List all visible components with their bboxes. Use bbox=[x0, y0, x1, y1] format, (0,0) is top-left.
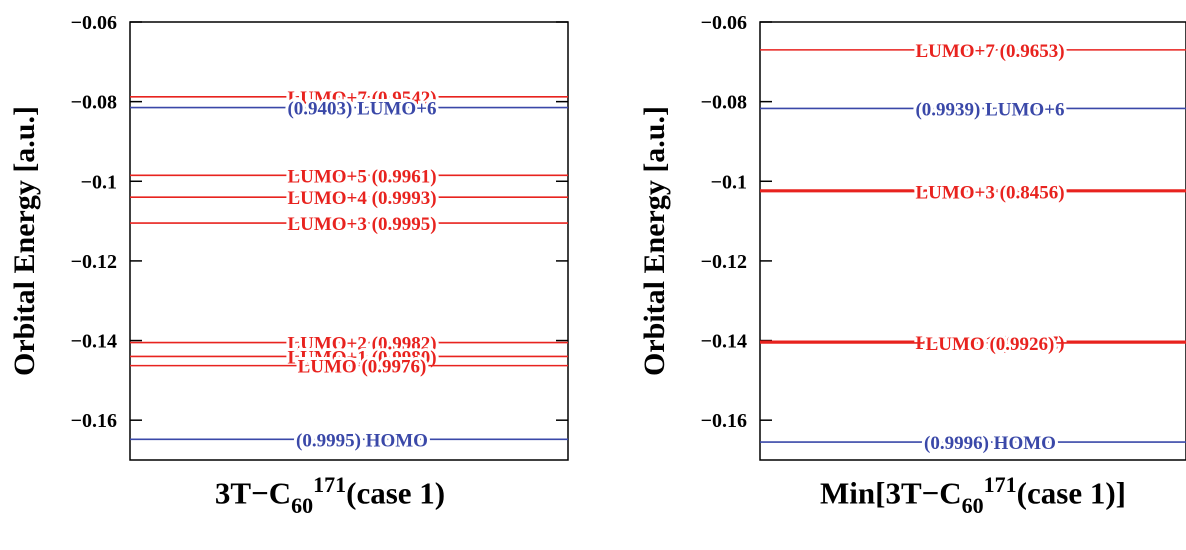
right-y-tick-label: −0.12 bbox=[701, 251, 747, 273]
caption-right: Min[3T−C60171(case 1)] bbox=[820, 472, 1126, 518]
right-level-label: LUMO+7 (0.9653) bbox=[915, 41, 1064, 62]
right-y-axis-title: Orbital Energy [a.u.] bbox=[638, 106, 671, 376]
left-level-label: LUMO+4 (0.9993) bbox=[287, 188, 436, 209]
left-level-label: (0.9995) HOMO bbox=[296, 430, 428, 451]
caption-right-prefix: Min[3T−C bbox=[820, 475, 962, 511]
right-level-8: (0.9996) HOMO bbox=[760, 430, 1186, 457]
right-y-tick-label: −0.08 bbox=[701, 92, 747, 114]
left-y-tick-label: −0.12 bbox=[71, 251, 117, 273]
left-y-tick-label: −0.14 bbox=[71, 331, 117, 353]
right-level-label: (0.9939) LUMO+6 bbox=[915, 99, 1064, 120]
right-level-7: LUMO (0.9926) bbox=[760, 331, 1186, 358]
left-level-label: LUMO (0.9976) bbox=[298, 357, 427, 378]
left-y-axis-title: Orbital Energy [a.u.] bbox=[8, 106, 41, 376]
caption-left-superscript: 171 bbox=[313, 472, 347, 497]
left-y-tick-label: −0.06 bbox=[71, 12, 117, 34]
left-level-6: LUMO+1 (0.9980) bbox=[130, 344, 568, 371]
right-level-4: LUMO+3 (0.8456) bbox=[760, 180, 1186, 207]
left-level-label: LUMO+2 (0.9982) bbox=[287, 334, 436, 355]
right-panel: −0.06 −0.08 −0.1 −0.12 −0.14 −0.16 Orbital Ene… bbox=[638, 12, 1186, 461]
left-level-4: LUMO+3 (0.9995) bbox=[130, 211, 568, 238]
caption-left-subscript: 60 bbox=[291, 492, 314, 518]
left-panel: −0.06 −0.08 −0.1 −0.12 −0.14 −0.16 Orbital Ene… bbox=[8, 12, 569, 461]
left-level-label: LUMO+1 (0.9980) bbox=[287, 347, 436, 368]
right-y-tick-label: −0.06 bbox=[701, 12, 747, 34]
left-level-8: (0.9995) HOMO bbox=[130, 427, 568, 454]
right-y-tick-label: −0.14 bbox=[701, 331, 747, 353]
right-level-1: (0.9939) LUMO+6 bbox=[760, 96, 1186, 123]
right-y-tick-label: −0.1 bbox=[711, 171, 747, 193]
caption-left-suffix: (case 1) bbox=[346, 475, 446, 511]
right-level-label: LUMO (0.9926) bbox=[926, 334, 1055, 355]
left-level-7: LUMO (0.9976) bbox=[130, 354, 568, 381]
caption-right-subscript: 60 bbox=[961, 492, 984, 518]
left-level-label: LUMO+3 (0.9995) bbox=[287, 214, 436, 235]
left-y-tick-label: −0.1 bbox=[81, 171, 117, 193]
right-level-label: LUMO+3 (0.8456) bbox=[915, 183, 1064, 204]
left-level-2: LUMO+5 (0.9961) bbox=[130, 163, 568, 190]
left-plot-frame bbox=[129, 21, 569, 461]
caption-left: 3T−C60171(case 1) bbox=[214, 472, 446, 518]
caption-left-prefix: 3T−C bbox=[214, 475, 292, 511]
caption-right-superscript: 171 bbox=[983, 472, 1017, 497]
right-plot-frame bbox=[759, 21, 1186, 461]
left-level-label: LUMO+5 (0.9961) bbox=[287, 166, 436, 187]
left-level-5: LUMO+2 (0.9982) bbox=[130, 331, 568, 358]
left-level-0: LUMO+7 (0.9542) bbox=[130, 85, 568, 112]
caption-right-suffix: (case 1)] bbox=[1016, 475, 1126, 511]
left-level-label: (0.9403) LUMO+6 bbox=[287, 99, 436, 120]
right-level-0: LUMO+7 (0.9653) bbox=[760, 38, 1186, 65]
left-y-tick-label: −0.16 bbox=[71, 410, 117, 432]
right-level-label: (0.9996) HOMO bbox=[924, 433, 1056, 454]
left-level-1: (0.9403) LUMO+6 bbox=[130, 96, 568, 123]
left-level-3: LUMO+4 (0.9993) bbox=[130, 185, 568, 212]
right-y-tick-label: −0.16 bbox=[701, 410, 747, 432]
left-y-tick-label: −0.08 bbox=[71, 92, 117, 114]
